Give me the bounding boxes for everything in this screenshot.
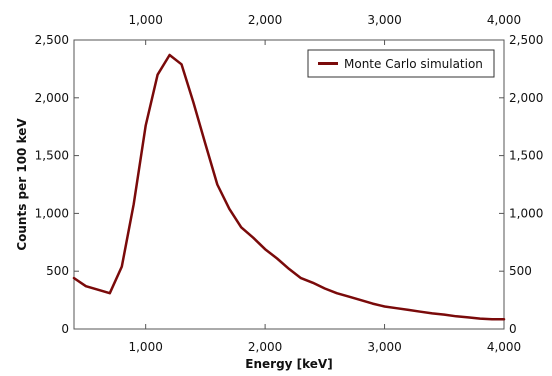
y-tick-label-left: 500 xyxy=(46,264,69,278)
y-tick-label-right: 2,000 xyxy=(509,91,543,105)
x-tick-label-bottom: 2,000 xyxy=(248,340,282,354)
y-tick-label-left: 1,000 xyxy=(35,206,69,220)
x-tick-label-top: 2,000 xyxy=(248,13,282,27)
y-tick-label-right: 1,500 xyxy=(509,149,543,163)
y-tick-label-right: 0 xyxy=(509,322,517,336)
series-lines xyxy=(72,53,506,321)
x-tick-label-bottom: 4,000 xyxy=(487,340,521,354)
y-tick-label-right: 1,000 xyxy=(509,206,543,220)
legend-label: Monte Carlo simulation xyxy=(344,57,483,71)
legend-box xyxy=(307,49,495,78)
x-tick-label-top: 4,000 xyxy=(487,13,521,27)
x-tick-label-top: 1,000 xyxy=(128,13,162,27)
x-tick-label-bottom: 1,000 xyxy=(128,340,162,354)
y-tick-label-right: 500 xyxy=(509,264,532,278)
x-axis-title: Energy [keV] xyxy=(245,357,332,371)
tick-marks xyxy=(74,39,505,330)
series-line-monte-carlo xyxy=(72,53,506,321)
x-tick-label-top: 3,000 xyxy=(367,13,401,27)
y-tick-label-left: 1,500 xyxy=(35,149,69,163)
y-axis-title: Counts per 100 keV xyxy=(15,118,29,251)
plot-frame xyxy=(73,39,505,330)
legend: Monte Carlo simulation xyxy=(307,49,495,78)
y-tick-label-left: 2,500 xyxy=(35,33,69,47)
y-tick-label-right: 2,500 xyxy=(509,33,543,47)
x-tick-label-bottom: 3,000 xyxy=(367,340,401,354)
y-tick-label-left: 2,000 xyxy=(35,91,69,105)
tick-labels: 1,000 1,000 2,000 2,000 3,000 3,000 4,000 4,000… xyxy=(35,13,544,354)
y-tick-label-left: 0 xyxy=(61,322,69,336)
